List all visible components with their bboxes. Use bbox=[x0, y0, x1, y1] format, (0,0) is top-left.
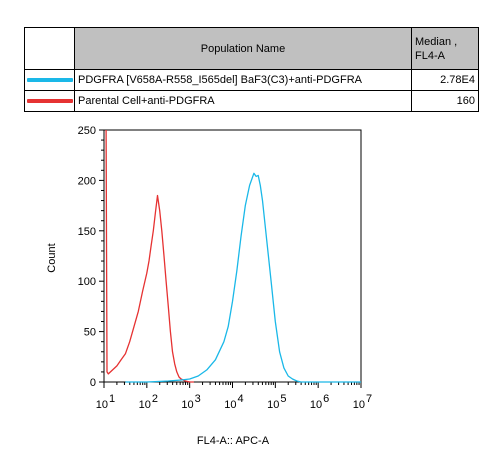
x-tick-exponent: 2 bbox=[152, 393, 158, 405]
x-tick-exponent: 6 bbox=[323, 393, 329, 405]
y-tick-label: 50 bbox=[84, 327, 96, 339]
x-tick-exponent: 5 bbox=[280, 393, 286, 405]
x-tick-exponent: 3 bbox=[195, 393, 201, 405]
x-axis-label: FL4-A:: APC-A bbox=[197, 435, 270, 447]
x-tick-label: 10 bbox=[267, 399, 279, 411]
legend-header-stat-line1: Median , bbox=[415, 35, 458, 48]
x-tick-label: 10 bbox=[310, 399, 322, 411]
legend-swatch-blue bbox=[27, 78, 73, 82]
legend-header-blank bbox=[24, 27, 75, 70]
legend-row-name: PDGFRA [V658A-R558_I565del] BaF3(C3)+ant… bbox=[74, 69, 412, 91]
legend-row: Parental Cell+anti-PDGFRA 160 bbox=[24, 90, 479, 112]
legend-table: Population Name Median , FL4-A PDGFRA [V… bbox=[24, 27, 479, 112]
legend-row-median: 160 bbox=[411, 90, 479, 112]
chart-series bbox=[105, 129, 361, 383]
series-line-0 bbox=[105, 129, 194, 383]
x-tick-label: 10 bbox=[181, 399, 193, 411]
legend-header-stat-line2: FL4-A bbox=[415, 49, 445, 62]
y-tick-label: 250 bbox=[78, 125, 96, 137]
legend-swatch-red bbox=[27, 99, 73, 103]
y-tick-label: 150 bbox=[78, 226, 96, 238]
x-tick-label: 10 bbox=[353, 399, 365, 411]
x-tick-exponent: 7 bbox=[366, 393, 372, 405]
series-line-1 bbox=[125, 172, 361, 383]
y-axis-label: Count bbox=[46, 243, 58, 272]
x-tick-label: 10 bbox=[96, 399, 108, 411]
x-tick-label: 10 bbox=[224, 399, 236, 411]
y-tick-label: 200 bbox=[78, 175, 96, 187]
x-tick-exponent: 1 bbox=[109, 393, 115, 405]
y-tick-label: 100 bbox=[78, 276, 96, 288]
plot-frame bbox=[103, 129, 362, 383]
legend-row: PDGFRA [V658A-R558_I565del] BaF3(C3)+ant… bbox=[24, 69, 479, 91]
y-tick-label: 0 bbox=[90, 377, 96, 389]
x-tick-exponent: 4 bbox=[238, 393, 244, 405]
legend-row-name: Parental Cell+anti-PDGFRA bbox=[74, 90, 412, 112]
legend-header-statistic: Median , FL4-A bbox=[411, 27, 479, 70]
legend-row-median: 2.78E4 bbox=[411, 69, 479, 91]
x-tick-label: 10 bbox=[139, 399, 151, 411]
